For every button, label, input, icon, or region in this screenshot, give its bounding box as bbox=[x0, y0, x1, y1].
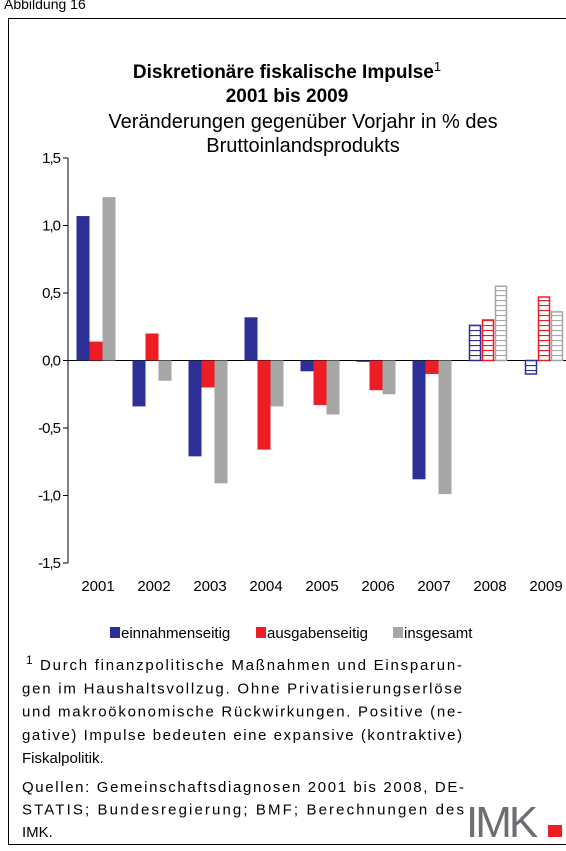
bar bbox=[132, 360, 146, 407]
bar bbox=[257, 360, 271, 450]
bar bbox=[201, 360, 215, 388]
x-tick-label: 2006 bbox=[361, 578, 394, 595]
bar-forecast bbox=[468, 324, 482, 362]
x-tick-label: 2008 bbox=[473, 578, 506, 595]
y-tick-label: 1,5 bbox=[42, 150, 61, 167]
bar bbox=[89, 341, 103, 361]
legend-swatch bbox=[110, 627, 120, 638]
legend-swatch bbox=[393, 627, 403, 638]
legend-label: ausgabenseitig bbox=[267, 625, 368, 642]
x-tick-label: 2001 bbox=[81, 578, 114, 595]
x-tick-label: 2009 bbox=[529, 578, 562, 595]
footnote-line: und makroökonomische Rückwirkungen. Posi… bbox=[22, 704, 462, 721]
x-tick-label: 2005 bbox=[305, 578, 338, 595]
bar bbox=[438, 360, 452, 495]
bar bbox=[214, 360, 228, 484]
chart-title: Diskretionäre fiskalische Impulse1 bbox=[133, 59, 441, 83]
footnote-line: gative) Impulse bedeuten eine expansive … bbox=[22, 727, 462, 744]
footnote-line: gen im Haushaltsvollzug. Ohne Privatisie… bbox=[22, 680, 462, 697]
bar-forecast bbox=[494, 285, 508, 362]
bar bbox=[425, 360, 439, 374]
bar bbox=[158, 360, 172, 381]
footnote-line: Durch finanzpolitische Maßnahmen und Ein… bbox=[40, 657, 462, 674]
bar-forecast bbox=[537, 296, 551, 362]
x-tick-label: 2004 bbox=[249, 578, 282, 595]
y-tick-label: -1,0 bbox=[38, 488, 61, 505]
bar bbox=[382, 360, 396, 395]
bar bbox=[102, 197, 116, 361]
logo: IMK bbox=[466, 798, 538, 847]
footnote-line: Fiskalpolitik. bbox=[22, 750, 104, 767]
bar bbox=[244, 317, 258, 361]
y-tick-label: -1,5 bbox=[38, 555, 61, 572]
title-text: Diskretionäre fiskalische Impulse bbox=[133, 62, 434, 83]
legend-label: insgesamt bbox=[404, 625, 473, 642]
bar bbox=[145, 333, 159, 361]
chart-title-line2: 2001 bis 2009 bbox=[226, 86, 349, 107]
source-line: IMK. bbox=[22, 824, 53, 841]
frame bbox=[8, 18, 566, 845]
bar-forecast bbox=[481, 319, 495, 362]
bar bbox=[412, 360, 426, 480]
x-tick-label: 2002 bbox=[137, 578, 170, 595]
y-tick-label: 0,0 bbox=[42, 353, 61, 370]
title-marker: 1 bbox=[434, 59, 441, 74]
bar bbox=[76, 216, 90, 361]
subtitle: Bruttoinlandsprodukts bbox=[206, 135, 399, 157]
bar bbox=[270, 360, 284, 407]
source-line: STATIS; Bundesregierung; BMF; Berechnung… bbox=[22, 802, 464, 819]
y-tick-label: -0,5 bbox=[38, 420, 61, 437]
source-line: Quellen: Gemeinschaftsdiagnosen 2001 bis… bbox=[22, 779, 464, 796]
legend-swatch bbox=[256, 627, 266, 638]
bar bbox=[188, 360, 202, 457]
legend-label: einnahmenseitig bbox=[121, 625, 230, 642]
bar-forecast bbox=[524, 359, 538, 375]
bar bbox=[326, 360, 340, 415]
bar bbox=[313, 360, 327, 406]
x-tick-label: 2007 bbox=[417, 578, 450, 595]
x-tick-label: 2003 bbox=[193, 578, 226, 595]
subtitle: Veränderungen gegenüber Vorjahr in % des bbox=[108, 111, 497, 133]
bar-forecast bbox=[550, 311, 564, 362]
y-tick-label: 0,5 bbox=[42, 285, 61, 302]
bar bbox=[369, 360, 383, 391]
bar bbox=[300, 360, 314, 372]
y-tick-label: 1,0 bbox=[42, 218, 61, 235]
bar bbox=[356, 360, 370, 362]
logo-square bbox=[548, 825, 562, 837]
footnote-marker: 1 bbox=[26, 653, 33, 667]
figure-label: Abbildung 16 bbox=[4, 0, 86, 12]
